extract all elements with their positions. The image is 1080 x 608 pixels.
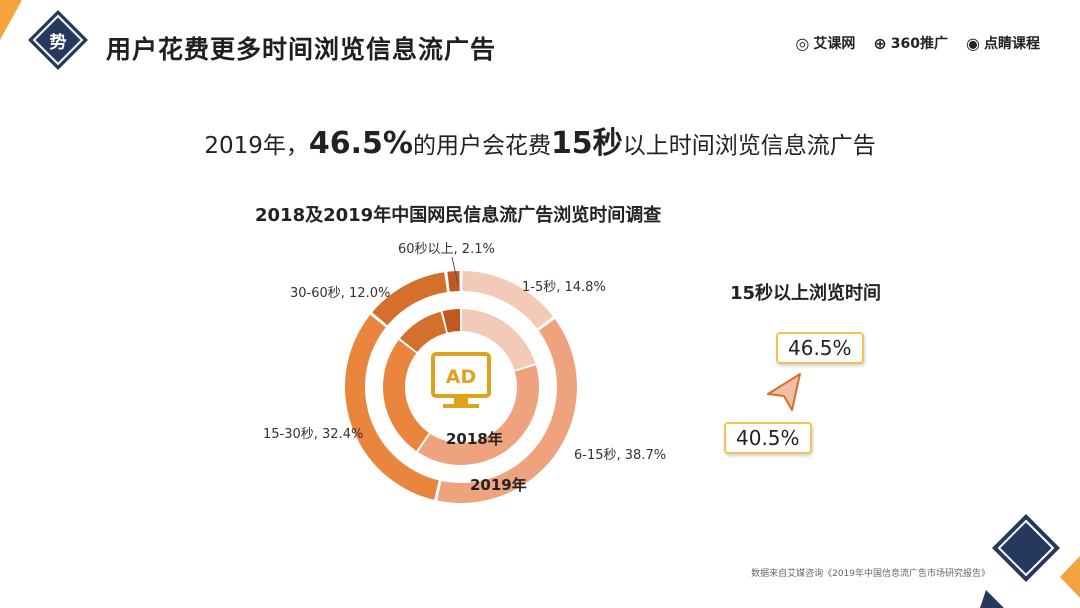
outer-ring-slice-3 xyxy=(345,314,439,500)
label-6-15s: 6-15秒, 38.7% xyxy=(574,448,667,463)
partner-logos: ◎ 艾课网 ⊕ 360推广 ◉ 点睛课程 xyxy=(795,33,1040,53)
logo-aikewang: ◎ 艾课网 xyxy=(795,33,856,53)
headline-seconds: 15秒 xyxy=(550,126,623,161)
headline: 2019年，46.5%的用户会花费15秒以上时间浏览信息流广告 xyxy=(204,126,876,161)
donut-chart-title: 2018及2019年中国网民信息流广告浏览时间调查 xyxy=(255,205,662,226)
header: 势 用户花费更多时间浏览信息流广告 ◎ 艾课网 ⊕ 360推广 ◉ 点睛课程 xyxy=(0,0,1080,90)
ad-icon-text: AD xyxy=(446,366,476,388)
label-1-5s: 1-5秒, 14.8% xyxy=(522,280,606,295)
inner-ring-slice-3 xyxy=(383,340,429,451)
outer-ring-slice-4 xyxy=(372,272,448,326)
comparison-title: 15秒以上浏览时间 xyxy=(730,283,882,304)
inner-ring-slice-4 xyxy=(400,311,447,353)
value-box-2019: 46.5% xyxy=(776,332,864,364)
logo-360: ⊕ 360推广 xyxy=(873,33,949,53)
inner-ring-slice-5 xyxy=(442,309,461,333)
label-30-60s: 30-60秒, 12.0% xyxy=(290,286,391,301)
aikewang-logo-icon: ◎ xyxy=(795,33,810,53)
outer-ring-slice-1 xyxy=(462,271,554,329)
outer-ring-slice-2 xyxy=(437,318,577,503)
value-box-2018: 40.5% xyxy=(724,422,812,454)
inner-ring-slice-1 xyxy=(461,309,536,370)
outer-ring-year-label: 2019年 xyxy=(470,476,527,494)
source-note: 数据来自艾媒咨询《2019年中国信息流广告市场研究报告》 xyxy=(751,569,990,579)
corner-decoration xyxy=(980,514,1080,608)
label-60s-plus: 60秒以上, 2.1% xyxy=(398,242,495,257)
label-15-30s: 15-30秒, 32.4% xyxy=(263,427,364,442)
headline-percent: 46.5% xyxy=(308,126,413,161)
increase-arrow-icon xyxy=(767,373,801,411)
logo-dianjing: ◉ 点睛课程 xyxy=(966,33,1040,53)
eye-logo-icon: ◉ xyxy=(966,33,980,53)
header-badge: 势 xyxy=(49,33,67,53)
header-decoration xyxy=(0,0,88,70)
ad-monitor-icon xyxy=(431,352,491,408)
inner-ring-year-label: 2018年 xyxy=(446,430,503,448)
label-leader-line xyxy=(451,256,459,285)
inner-ring-slice-2 xyxy=(418,365,539,465)
360-logo-icon: ⊕ xyxy=(873,33,887,53)
page-title: 用户花费更多时间浏览信息流广告 xyxy=(106,35,497,64)
